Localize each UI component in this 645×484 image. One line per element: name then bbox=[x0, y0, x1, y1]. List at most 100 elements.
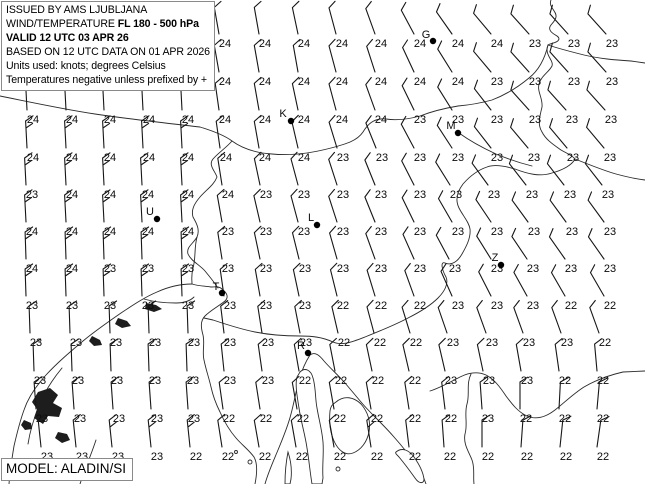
city-label: Z bbox=[492, 252, 499, 264]
station: 24 bbox=[435, 3, 464, 50]
station: 23 bbox=[364, 152, 387, 201]
wind-barb bbox=[366, 299, 375, 334]
temperature-value: 23 bbox=[414, 152, 426, 164]
lagoon-blob bbox=[89, 336, 102, 346]
station: 22 bbox=[404, 375, 421, 425]
model-label-box: MODEL: ALADIN/SI bbox=[1, 458, 134, 481]
temperature-value: 23 bbox=[72, 375, 84, 387]
temperature-value: 22 bbox=[560, 451, 572, 463]
temperature-value: 24 bbox=[182, 114, 194, 126]
wind-barb bbox=[102, 263, 112, 297]
wind-barb bbox=[28, 300, 38, 334]
station: 23 bbox=[546, 154, 576, 201]
temperature-value: 24 bbox=[182, 152, 194, 164]
temperature-value: 23 bbox=[567, 152, 579, 164]
temperature-value: 23 bbox=[26, 189, 38, 201]
wind-barb bbox=[519, 376, 529, 410]
wind-barb bbox=[435, 153, 451, 186]
border-croatia-hungary bbox=[574, 158, 645, 181]
temperature-value: 23 bbox=[529, 114, 541, 126]
station: 23 bbox=[510, 4, 541, 50]
wind-barb bbox=[596, 377, 608, 410]
station: 22 bbox=[186, 414, 202, 463]
wind-barb bbox=[558, 377, 569, 410]
temperature-value: 23 bbox=[565, 263, 577, 275]
station: 23 bbox=[587, 4, 618, 50]
station: 23 bbox=[587, 228, 616, 275]
station: 22 bbox=[366, 262, 387, 312]
wind-barb bbox=[293, 337, 302, 372]
temperature-value: 24 bbox=[336, 114, 348, 126]
wind-barb bbox=[404, 262, 415, 297]
temperature-value: 22 bbox=[604, 300, 616, 312]
station: 23 bbox=[437, 78, 464, 126]
station: 22 bbox=[365, 337, 384, 387]
temperature-value: 22 bbox=[371, 451, 383, 463]
wind-barb bbox=[292, 262, 301, 297]
station: 24 bbox=[291, 114, 310, 164]
wind-barb bbox=[437, 299, 448, 334]
temperature-value: 22 bbox=[375, 300, 387, 312]
city-marker-K: K bbox=[279, 108, 295, 125]
lagoon-blob bbox=[55, 432, 70, 443]
wind-barb bbox=[328, 413, 337, 448]
temperature-value: 23 bbox=[527, 263, 539, 275]
temperature-value: 22 bbox=[223, 413, 235, 425]
temperature-value: 22 bbox=[190, 451, 202, 463]
temperature-value: 22 bbox=[409, 451, 421, 463]
wind-barb bbox=[180, 152, 189, 186]
station: 22 bbox=[559, 415, 572, 463]
wind-barb bbox=[257, 337, 266, 372]
wind-barb bbox=[140, 152, 149, 186]
wind-barb bbox=[476, 299, 487, 334]
station: 22 bbox=[596, 416, 610, 463]
temperature-value: 23 bbox=[300, 337, 312, 349]
wind-barb bbox=[253, 225, 262, 260]
temperature-value: 23 bbox=[188, 337, 200, 349]
station: 22 bbox=[594, 338, 609, 387]
temperature-value: 24 bbox=[414, 38, 426, 50]
temperature-value: 23 bbox=[376, 152, 388, 164]
temperature-value: 23 bbox=[111, 375, 123, 387]
station: 24 bbox=[253, 114, 271, 164]
wind-barb bbox=[33, 376, 42, 410]
temperature-value: 23 bbox=[568, 38, 580, 50]
wind-barb bbox=[24, 226, 34, 260]
wind-barb bbox=[24, 263, 34, 297]
temperature-value: 23 bbox=[260, 263, 272, 275]
city-dot bbox=[304, 349, 312, 357]
wind-barb bbox=[475, 190, 492, 223]
temperature-value: 23 bbox=[298, 189, 310, 201]
station: 23 bbox=[547, 80, 578, 126]
wind-barb bbox=[586, 80, 606, 111]
temperature-value: 22 bbox=[414, 300, 426, 312]
wind-barb bbox=[404, 375, 413, 410]
temperature-value: 23 bbox=[260, 189, 272, 201]
wind-barb bbox=[437, 190, 453, 223]
temperature-value: 23 bbox=[337, 152, 349, 164]
wind-barb bbox=[110, 376, 119, 410]
wind-barb bbox=[437, 40, 453, 73]
station: 23 bbox=[147, 300, 161, 349]
city-label: U bbox=[146, 206, 154, 218]
wind-barb bbox=[292, 38, 301, 73]
station: 22 bbox=[366, 299, 386, 349]
temperature-value: 23 bbox=[452, 114, 464, 126]
temperature-value: 24 bbox=[219, 38, 231, 50]
station: 23 bbox=[328, 188, 349, 238]
wind-barb bbox=[511, 191, 529, 223]
station: 23 bbox=[71, 376, 86, 425]
wind-barb bbox=[25, 115, 34, 149]
station: 23 bbox=[586, 80, 617, 126]
wind-barb bbox=[329, 225, 338, 260]
wind-barb bbox=[508, 154, 527, 186]
wind-barb bbox=[216, 188, 225, 223]
wind-barb bbox=[510, 4, 530, 35]
station: 23 bbox=[549, 118, 579, 164]
station: 22 bbox=[217, 413, 234, 463]
temperature-value: 24 bbox=[336, 38, 348, 50]
wind-barb bbox=[328, 114, 338, 149]
wind-barb bbox=[481, 414, 491, 448]
wind-barb bbox=[471, 154, 489, 186]
wind-barb bbox=[473, 42, 492, 73]
